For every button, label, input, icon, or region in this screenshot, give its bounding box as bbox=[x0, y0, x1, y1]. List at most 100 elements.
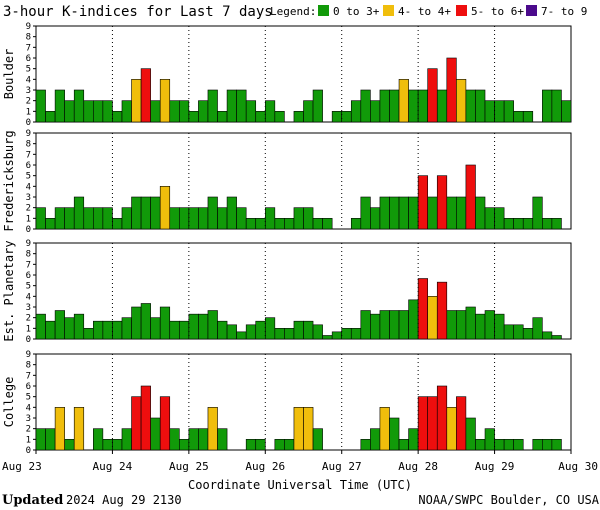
k-index-bar bbox=[350, 218, 362, 230]
legend-swatch bbox=[456, 5, 467, 16]
k-index-bar bbox=[379, 89, 390, 123]
k-index-bar bbox=[370, 313, 381, 340]
k-index-bar bbox=[427, 68, 438, 123]
k-index-bar bbox=[484, 207, 495, 230]
panels: 0123456789Boulder0123456789Fredericksbur… bbox=[2, 22, 572, 456]
k-index-bar bbox=[274, 439, 285, 451]
x-tick-label: Aug 29 bbox=[475, 460, 515, 473]
k-index-bar bbox=[274, 111, 285, 123]
k-index-bar bbox=[293, 207, 304, 230]
y-tick-label: 1 bbox=[26, 324, 31, 334]
y-tick-label: 0 bbox=[26, 225, 31, 235]
legend-swatch bbox=[318, 5, 329, 16]
k-index-bar bbox=[217, 111, 228, 123]
k-index-bar bbox=[370, 428, 381, 451]
k-index-bar bbox=[198, 313, 209, 340]
k-index-bar bbox=[236, 207, 247, 230]
k-index-bar bbox=[131, 396, 142, 451]
k-index-bar bbox=[73, 313, 85, 340]
k-index-bar bbox=[370, 100, 381, 123]
y-tick-label: 8 bbox=[26, 361, 31, 371]
k-index-bar bbox=[188, 313, 199, 340]
y-tick-label: 5 bbox=[26, 65, 31, 75]
k-index-bar bbox=[245, 439, 257, 451]
y-tick-label: 8 bbox=[26, 140, 31, 150]
k-index-bar bbox=[303, 100, 314, 123]
k-index-bar bbox=[245, 218, 257, 230]
y-tick-label: 7 bbox=[26, 260, 31, 270]
k-index-bar bbox=[93, 428, 104, 451]
k-index-bar bbox=[379, 310, 390, 340]
k-index-bar bbox=[236, 331, 247, 340]
k-index-bar bbox=[245, 100, 257, 123]
x-axis: Aug 23 Aug 24 Aug 25 Aug 26 Aug 27 Aug 28 Aug … bbox=[2, 450, 598, 473]
k-index-bar bbox=[456, 196, 467, 230]
k-index-bar bbox=[293, 111, 304, 123]
k-index-bar bbox=[236, 89, 247, 123]
k-index-bar bbox=[264, 100, 276, 123]
k-index-bar bbox=[513, 111, 524, 123]
k-index-bar bbox=[522, 218, 534, 230]
k-index-bar bbox=[179, 207, 190, 230]
chart-title: 3-hour K-indices for Last 7 days bbox=[3, 4, 273, 20]
k-index-bar bbox=[159, 306, 171, 340]
k-index-bar bbox=[446, 57, 457, 123]
k-index-bar bbox=[456, 310, 467, 340]
k-index-bar bbox=[331, 331, 343, 340]
k-index-bar bbox=[102, 320, 113, 340]
k-index-bar bbox=[226, 196, 237, 230]
k-index-bar bbox=[494, 100, 505, 123]
k-index-bar bbox=[93, 100, 104, 123]
legend-swatch bbox=[526, 5, 537, 16]
k-index-bar bbox=[150, 196, 161, 230]
k-index-bar bbox=[284, 328, 295, 340]
k-index-bar bbox=[456, 396, 467, 451]
k-index-bar bbox=[513, 218, 524, 230]
y-tick-label: 7 bbox=[26, 371, 31, 381]
k-index-bar bbox=[446, 310, 457, 340]
legend-swatch bbox=[383, 5, 394, 16]
k-index-bar bbox=[217, 428, 228, 451]
k-index-bar bbox=[207, 196, 218, 230]
x-tick-label: Aug 23 bbox=[2, 460, 42, 473]
y-tick-label: 0 bbox=[26, 446, 31, 456]
panel-label: College bbox=[2, 377, 16, 428]
k-index-bar bbox=[54, 89, 65, 123]
k-index-bar bbox=[551, 218, 562, 230]
chart-header: 3-hour K-indices for Last 7 days Legend:… bbox=[3, 4, 587, 20]
k-index-bar bbox=[217, 207, 228, 230]
k-index-bar bbox=[198, 428, 209, 451]
k-index-bar bbox=[417, 175, 428, 230]
y-tick-label: 7 bbox=[26, 150, 31, 160]
k-index-bar bbox=[436, 89, 448, 123]
legend: 0 to 3+ 4- to 4+ 5- to 6+ 7- to 9 bbox=[318, 5, 587, 18]
k-index-bar bbox=[131, 79, 142, 123]
y-tick-label: 4 bbox=[26, 75, 31, 85]
x-tick-label: Aug 30 bbox=[558, 460, 598, 473]
k-index-bar bbox=[542, 218, 553, 230]
k-index-bar bbox=[551, 439, 562, 451]
k-index-bar bbox=[131, 196, 142, 230]
k-index-bar bbox=[188, 428, 199, 451]
k-index-bar bbox=[398, 196, 409, 230]
k-index-bar bbox=[255, 320, 266, 340]
legend-item-label: 0 to 3+ bbox=[333, 5, 380, 18]
k-index-bar bbox=[398, 310, 409, 340]
k-index-bar bbox=[312, 324, 323, 340]
k-index-bar bbox=[121, 317, 132, 340]
k-index-bar bbox=[465, 89, 476, 123]
k-index-bar bbox=[417, 278, 428, 340]
k-index-bar bbox=[140, 303, 151, 340]
k-index-bar bbox=[159, 186, 171, 230]
k-index-bar bbox=[93, 320, 104, 340]
k-index-bar bbox=[131, 306, 142, 340]
k-index-bar bbox=[45, 111, 56, 123]
k-index-bar bbox=[64, 100, 75, 123]
legend-label: Legend: bbox=[270, 5, 316, 18]
y-tick-label: 2 bbox=[26, 425, 31, 435]
k-index-bar bbox=[360, 196, 371, 230]
k-index-bar bbox=[140, 68, 151, 123]
k-index-bar bbox=[561, 100, 572, 123]
panel-label: Est. Planetary bbox=[2, 240, 16, 341]
